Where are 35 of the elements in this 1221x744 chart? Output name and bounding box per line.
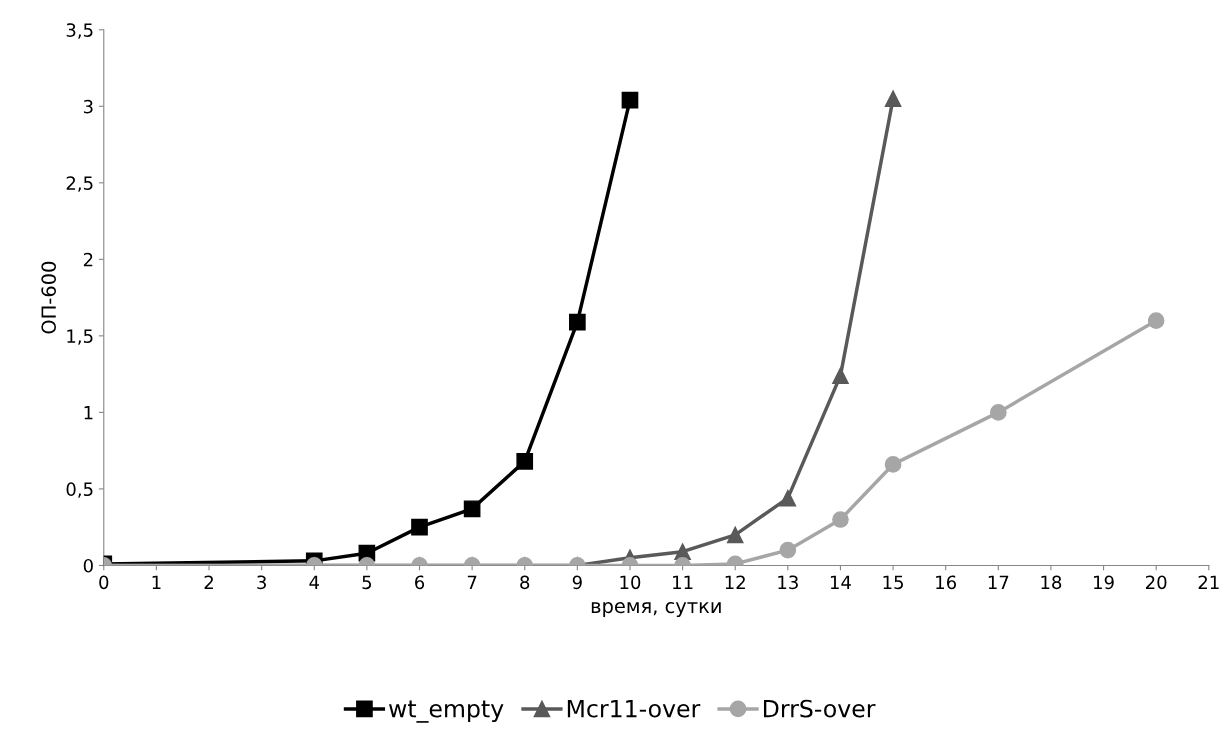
x-tick-label: 19 [1094, 575, 1114, 590]
x-tick-label: 13 [778, 575, 798, 590]
x-tick-label: 17 [988, 575, 1009, 589]
x-tick-label: 5 [362, 575, 372, 590]
x-tick-label: 7 [467, 575, 477, 589]
x-tick-label: 4 [309, 575, 319, 589]
y-tick-label: 3,5 [66, 23, 93, 39]
y-tick-label: 0,5 [66, 482, 93, 498]
x-tick-label: 11 [673, 575, 693, 589]
x-tick-label: 0 [99, 575, 109, 590]
y-tick-label: 3 [83, 99, 93, 114]
x-tick-label: 16 [936, 575, 957, 590]
y-tick-label: 2,5 [66, 176, 93, 192]
x-tick-label: 3 [257, 575, 266, 590]
legend-label: Mcr11-over [567, 699, 701, 718]
x-axis-title: время, сутки [591, 602, 721, 618]
y-tick-label: 1,5 [67, 329, 93, 345]
y-axis-title: ОП-600 [41, 261, 57, 334]
x-tick-label: 8 [520, 575, 530, 590]
x-tick-label: 2 [204, 575, 213, 589]
legend-label: wt_empty [389, 700, 504, 723]
x-tick-label: 1 [152, 575, 161, 589]
x-tick-label: 14 [830, 575, 851, 589]
x-tick-label: 15 [883, 575, 903, 590]
x-tick-label: 9 [572, 575, 582, 590]
x-tick-label: 18 [1041, 575, 1062, 590]
y-tick-label: 1 [84, 406, 93, 420]
x-tick-label: 21 [1198, 575, 1219, 589]
legend-label: DrrS-over [763, 699, 876, 718]
x-tick-label: 20 [1146, 575, 1167, 590]
y-tick-label: 2 [83, 252, 93, 267]
y-tick-label: 0 [83, 558, 93, 573]
x-tick-label: 12 [725, 575, 745, 589]
x-tick-label: 6 [415, 575, 425, 590]
x-tick-label: 10 [620, 575, 641, 590]
